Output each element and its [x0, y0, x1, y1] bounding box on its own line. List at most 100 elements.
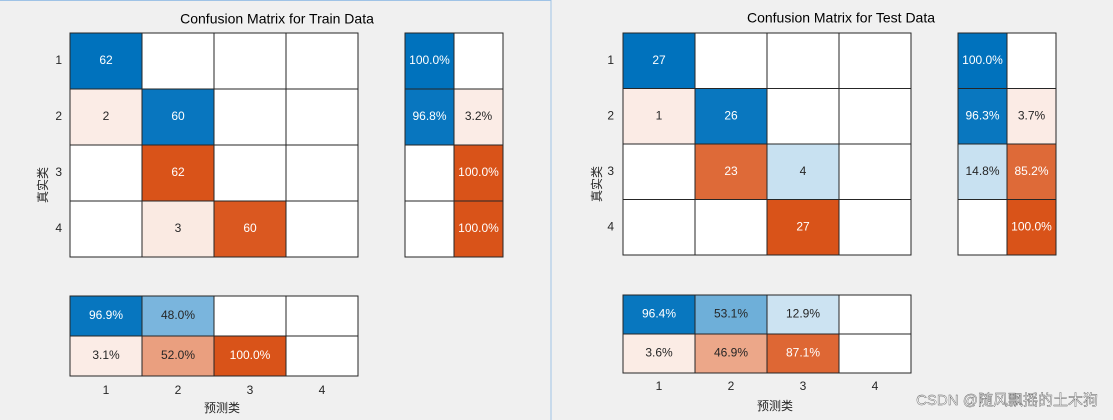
- empty-cell: [213, 295, 287, 337]
- cell-label: 100.0%: [230, 348, 271, 362]
- y-tick-label: 2: [55, 109, 62, 123]
- cell: [69, 295, 143, 337]
- cell: [141, 144, 215, 202]
- empty-cell: [838, 143, 912, 200]
- empty-cell: [141, 32, 215, 90]
- empty-cell: [622, 143, 696, 200]
- cell-label: 52.0%: [161, 348, 195, 362]
- chart-title: Confusion Matrix for Test Data: [747, 10, 935, 26]
- empty-cell: [285, 144, 359, 202]
- y-tick-label: 2: [607, 108, 614, 122]
- empty-cell: [694, 32, 768, 89]
- cell: [622, 32, 696, 89]
- cell-label: 96.3%: [965, 108, 999, 122]
- cell: [1006, 199, 1057, 256]
- x-tick-label: 4: [319, 383, 326, 397]
- empty-cell: [404, 144, 455, 202]
- cell: [957, 32, 1008, 89]
- cell-label: 85.2%: [1014, 164, 1048, 178]
- x-tick-label: 1: [656, 379, 663, 393]
- empty-cell: [285, 200, 359, 258]
- cell-label: 12.9%: [786, 307, 820, 321]
- cell: [694, 143, 768, 200]
- cell: [766, 143, 840, 200]
- cell-label: 62: [99, 53, 113, 67]
- empty-cell: [453, 32, 504, 90]
- cell: [213, 200, 287, 258]
- x-axis-label: 预测类: [204, 401, 240, 415]
- empty-cell: [838, 32, 912, 89]
- cell-label: 62: [171, 165, 185, 179]
- cell: [69, 335, 143, 377]
- y-tick-label: 4: [607, 219, 614, 233]
- cell-label: 26: [724, 108, 738, 122]
- cell-label: 60: [243, 221, 257, 235]
- empty-cell: [285, 88, 359, 146]
- empty-cell: [285, 335, 359, 377]
- empty-cell: [838, 333, 912, 374]
- cell: [404, 32, 455, 90]
- y-axis-label: 真实类: [35, 167, 50, 203]
- empty-cell: [213, 88, 287, 146]
- empty-cell: [694, 199, 768, 256]
- cell-label: 96.4%: [642, 307, 676, 321]
- empty-cell: [766, 32, 840, 89]
- cell-label: 2: [103, 109, 110, 123]
- cell-label: 3.6%: [645, 346, 673, 360]
- y-tick-label: 3: [607, 164, 614, 178]
- x-tick-label: 3: [800, 379, 807, 393]
- cell: [694, 294, 768, 335]
- cell-label: 53.1%: [714, 307, 748, 321]
- empty-cell: [838, 199, 912, 256]
- empty-cell: [957, 199, 1008, 256]
- cell-label: 96.9%: [89, 308, 123, 322]
- x-tick-label: 1: [103, 383, 110, 397]
- cell: [1006, 88, 1057, 145]
- cell: [694, 333, 768, 374]
- cell-label: 100.0%: [1011, 219, 1052, 233]
- cell-label: 60: [171, 109, 185, 123]
- empty-cell: [213, 32, 287, 90]
- cell: [453, 200, 504, 258]
- cell-label: 4: [800, 164, 807, 178]
- cell-label: 1: [656, 108, 663, 122]
- empty-cell: [69, 200, 143, 258]
- x-tick-label: 2: [728, 379, 735, 393]
- x-tick-label: 3: [247, 383, 254, 397]
- cell: [213, 335, 287, 377]
- empty-cell: [404, 200, 455, 258]
- watermark: CSDN @随风飘摇的土木狗: [916, 392, 1098, 409]
- y-tick-label: 1: [607, 53, 614, 67]
- cell-label: 87.1%: [786, 346, 820, 360]
- cell: [957, 143, 1008, 200]
- cell-label: 3.1%: [92, 348, 120, 362]
- cell-label: 27: [796, 219, 810, 233]
- cell: [69, 88, 143, 146]
- cell-label: 46.9%: [714, 346, 748, 360]
- y-tick-label: 3: [55, 165, 62, 179]
- cell-label: 3: [175, 221, 182, 235]
- cell: [766, 199, 840, 256]
- cell: [1006, 143, 1057, 200]
- cell-label: 100.0%: [962, 53, 1003, 67]
- cell: [622, 88, 696, 145]
- cell-label: 100.0%: [409, 53, 450, 67]
- y-tick-label: 4: [55, 221, 62, 235]
- cell-label: 96.8%: [412, 109, 446, 123]
- y-tick-label: 1: [55, 53, 62, 67]
- empty-cell: [838, 88, 912, 145]
- empty-cell: [213, 144, 287, 202]
- empty-cell: [1006, 32, 1057, 89]
- cell: [141, 335, 215, 377]
- cell: [957, 88, 1008, 145]
- x-axis-label: 预测类: [757, 399, 793, 413]
- cell-label: 48.0%: [161, 308, 195, 322]
- cell-label: 100.0%: [458, 165, 499, 179]
- empty-cell: [622, 199, 696, 256]
- x-tick-label: 2: [175, 383, 182, 397]
- empty-cell: [285, 32, 359, 90]
- cell: [766, 294, 840, 335]
- cell-label: 100.0%: [458, 221, 499, 235]
- empty-cell: [838, 294, 912, 335]
